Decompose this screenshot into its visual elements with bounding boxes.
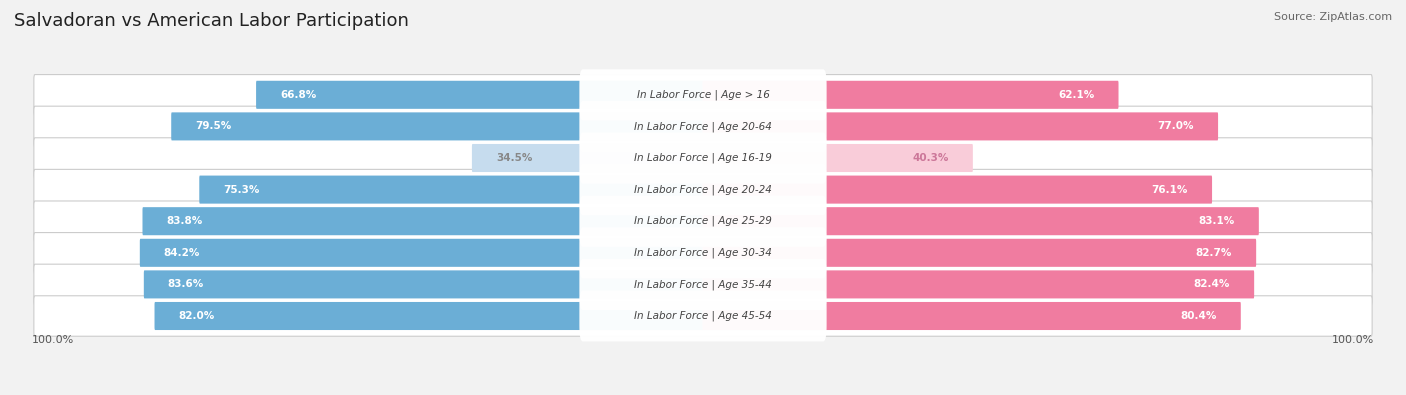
FancyBboxPatch shape bbox=[579, 228, 827, 278]
FancyBboxPatch shape bbox=[579, 164, 827, 215]
Text: 40.3%: 40.3% bbox=[912, 153, 949, 163]
FancyBboxPatch shape bbox=[142, 207, 703, 235]
Text: In Labor Force | Age 45-54: In Labor Force | Age 45-54 bbox=[634, 311, 772, 321]
FancyBboxPatch shape bbox=[703, 239, 1256, 267]
Text: In Labor Force | Age 35-44: In Labor Force | Age 35-44 bbox=[634, 279, 772, 290]
FancyBboxPatch shape bbox=[579, 259, 827, 310]
Text: In Labor Force | Age 30-34: In Labor Force | Age 30-34 bbox=[634, 248, 772, 258]
FancyBboxPatch shape bbox=[34, 106, 1372, 147]
FancyBboxPatch shape bbox=[34, 169, 1372, 210]
FancyBboxPatch shape bbox=[34, 296, 1372, 336]
FancyBboxPatch shape bbox=[34, 75, 1372, 115]
Text: In Labor Force | Age 25-29: In Labor Force | Age 25-29 bbox=[634, 216, 772, 226]
Text: 80.4%: 80.4% bbox=[1181, 311, 1216, 321]
FancyBboxPatch shape bbox=[703, 112, 1218, 141]
Text: 79.5%: 79.5% bbox=[195, 121, 232, 132]
FancyBboxPatch shape bbox=[172, 112, 703, 141]
FancyBboxPatch shape bbox=[34, 264, 1372, 305]
Text: Salvadoran vs American Labor Participation: Salvadoran vs American Labor Participati… bbox=[14, 12, 409, 30]
FancyBboxPatch shape bbox=[579, 291, 827, 341]
Text: 34.5%: 34.5% bbox=[496, 153, 533, 163]
FancyBboxPatch shape bbox=[200, 175, 703, 204]
FancyBboxPatch shape bbox=[34, 233, 1372, 273]
Text: 83.8%: 83.8% bbox=[166, 216, 202, 226]
FancyBboxPatch shape bbox=[579, 133, 827, 183]
FancyBboxPatch shape bbox=[256, 81, 703, 109]
Text: 66.8%: 66.8% bbox=[280, 90, 316, 100]
Text: 83.6%: 83.6% bbox=[167, 279, 204, 290]
FancyBboxPatch shape bbox=[579, 70, 827, 120]
Text: 76.1%: 76.1% bbox=[1152, 184, 1188, 195]
FancyBboxPatch shape bbox=[703, 270, 1254, 299]
Text: Source: ZipAtlas.com: Source: ZipAtlas.com bbox=[1274, 12, 1392, 22]
FancyBboxPatch shape bbox=[34, 138, 1372, 178]
Text: 77.0%: 77.0% bbox=[1157, 121, 1194, 132]
Text: 100.0%: 100.0% bbox=[1333, 335, 1375, 345]
FancyBboxPatch shape bbox=[703, 144, 973, 172]
FancyBboxPatch shape bbox=[703, 302, 1240, 330]
Text: 84.2%: 84.2% bbox=[163, 248, 200, 258]
Text: 82.4%: 82.4% bbox=[1194, 279, 1230, 290]
FancyBboxPatch shape bbox=[472, 144, 703, 172]
FancyBboxPatch shape bbox=[579, 101, 827, 152]
Text: 75.3%: 75.3% bbox=[224, 184, 260, 195]
Text: In Labor Force | Age 20-64: In Labor Force | Age 20-64 bbox=[634, 121, 772, 132]
FancyBboxPatch shape bbox=[703, 81, 1119, 109]
Text: In Labor Force | Age > 16: In Labor Force | Age > 16 bbox=[637, 90, 769, 100]
Text: 82.7%: 82.7% bbox=[1197, 248, 1232, 258]
FancyBboxPatch shape bbox=[703, 175, 1212, 204]
FancyBboxPatch shape bbox=[703, 207, 1258, 235]
FancyBboxPatch shape bbox=[143, 270, 703, 299]
FancyBboxPatch shape bbox=[579, 196, 827, 246]
FancyBboxPatch shape bbox=[139, 239, 703, 267]
FancyBboxPatch shape bbox=[34, 201, 1372, 241]
Text: 100.0%: 100.0% bbox=[31, 335, 73, 345]
Text: In Labor Force | Age 20-24: In Labor Force | Age 20-24 bbox=[634, 184, 772, 195]
Text: 82.0%: 82.0% bbox=[179, 311, 215, 321]
Text: 62.1%: 62.1% bbox=[1059, 90, 1094, 100]
FancyBboxPatch shape bbox=[155, 302, 703, 330]
Text: 83.1%: 83.1% bbox=[1199, 216, 1234, 226]
Text: In Labor Force | Age 16-19: In Labor Force | Age 16-19 bbox=[634, 153, 772, 163]
